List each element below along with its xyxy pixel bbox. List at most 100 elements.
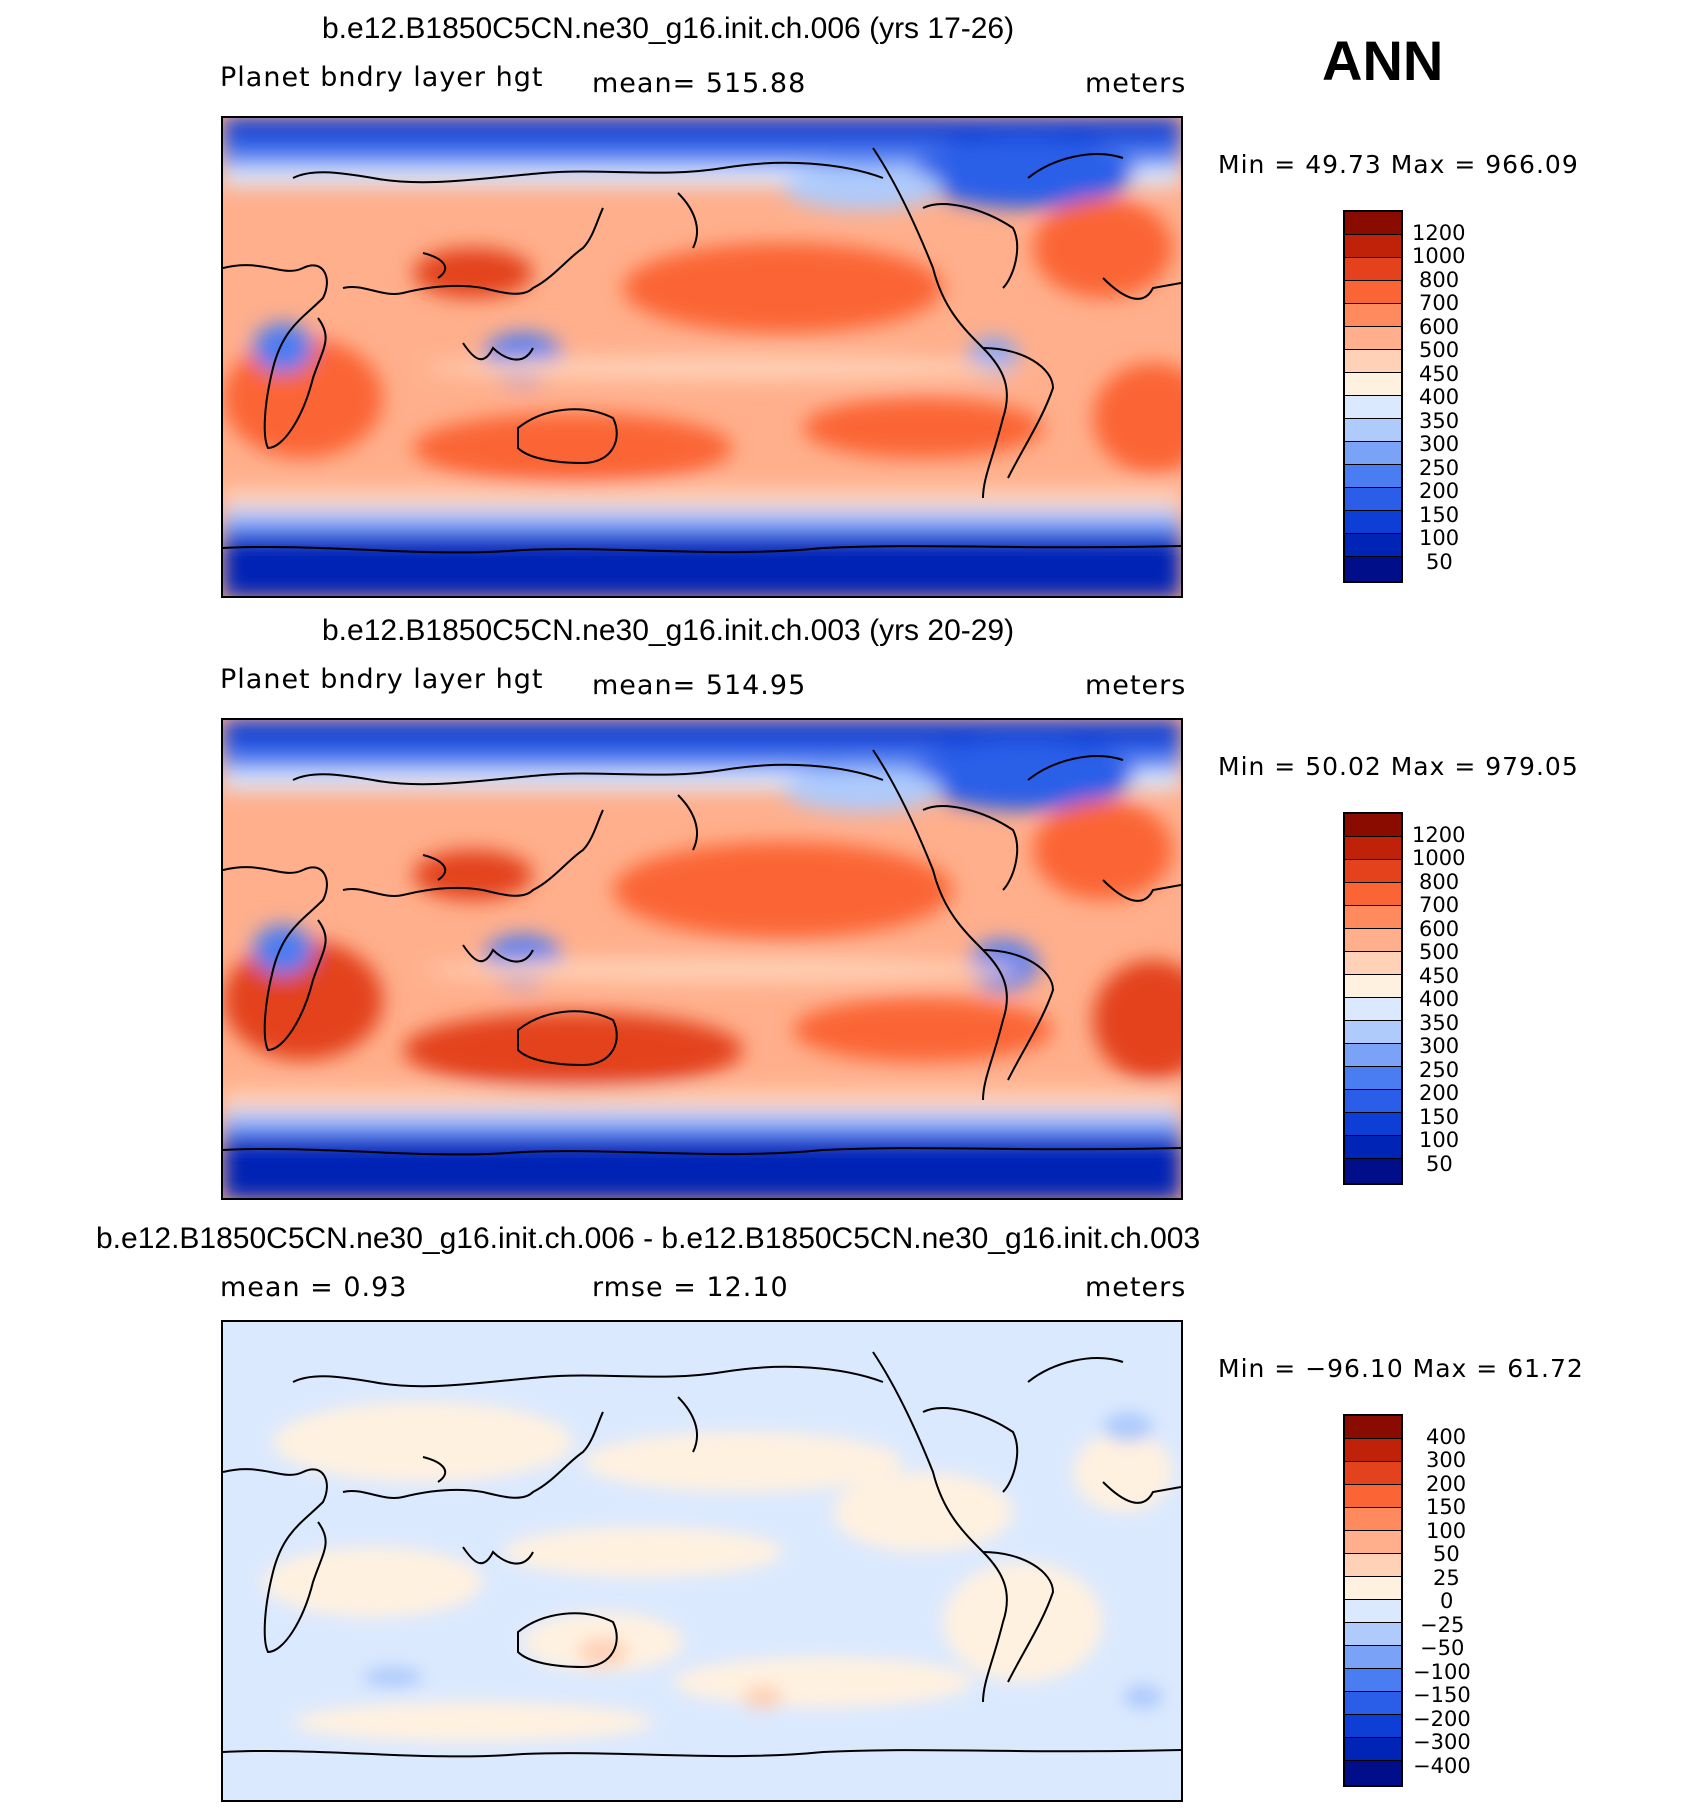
colorbar-3-label: 200 bbox=[1426, 1472, 1467, 1496]
panel-3-rmse: rmse = 12.10 bbox=[592, 1272, 789, 1303]
colorbar-3-box bbox=[1345, 1485, 1401, 1508]
colorbar-2-box bbox=[1345, 837, 1401, 860]
colorbar-2-box bbox=[1345, 883, 1401, 906]
colorbar-3-label: 400 bbox=[1426, 1425, 1467, 1449]
panel-1-mean: mean= 515.88 bbox=[592, 68, 807, 99]
colorbar-3-label: 300 bbox=[1426, 1448, 1467, 1472]
colorbar-1-box bbox=[1345, 419, 1401, 442]
colorbar-1-box bbox=[1345, 281, 1401, 304]
colorbar-3-box bbox=[1345, 1600, 1401, 1623]
panel-1-units: meters bbox=[1085, 68, 1187, 99]
colorbar-3-box bbox=[1345, 1761, 1401, 1785]
colorbar-3-label: 0 bbox=[1440, 1589, 1454, 1613]
panel-3-minmax: Min = −96.10 Max = 61.72 bbox=[1218, 1354, 1584, 1383]
colorbar-1-box bbox=[1345, 511, 1401, 534]
colorbar-1-label: 400 bbox=[1419, 385, 1460, 409]
colorbar-2-label: 100 bbox=[1419, 1128, 1460, 1152]
panel-1-minmax: Min = 49.73 Max = 966.09 bbox=[1218, 150, 1579, 179]
panel-2-variable: Planet bndry layer hgt bbox=[220, 664, 544, 695]
panel-3-units: meters bbox=[1085, 1272, 1187, 1303]
colorbar-2-box bbox=[1345, 860, 1401, 883]
season-label: ANN bbox=[1322, 29, 1444, 92]
colorbar-1-label: 500 bbox=[1419, 338, 1460, 362]
colorbar-1-label: 100 bbox=[1419, 526, 1460, 550]
colorbar-3-label: −400 bbox=[1413, 1754, 1471, 1778]
colorbar-2-box bbox=[1345, 906, 1401, 929]
colorbar-3-box bbox=[1345, 1692, 1401, 1715]
colorbar-2-box bbox=[1345, 1136, 1401, 1159]
colorbar-1-label: 200 bbox=[1419, 479, 1460, 503]
colorbar-1-label: 450 bbox=[1419, 362, 1460, 386]
panel-2-title: b.e12.B1850C5CN.ne30_g16.init.ch.003 (yr… bbox=[322, 614, 1015, 647]
colorbar-2-box bbox=[1345, 1090, 1401, 1113]
colorbar-1-label: 600 bbox=[1419, 315, 1460, 339]
colorbar-2-box bbox=[1345, 814, 1401, 837]
colorbar-3-box bbox=[1345, 1439, 1401, 1462]
colorbar-1-box bbox=[1345, 350, 1401, 373]
colorbar-2-box bbox=[1345, 975, 1401, 998]
colorbar-1-box bbox=[1345, 534, 1401, 557]
colorbar-2-box bbox=[1345, 998, 1401, 1021]
colorbar-1-label: 350 bbox=[1419, 409, 1460, 433]
colorbar-1-box bbox=[1345, 557, 1401, 581]
colorbar-3-label: 25 bbox=[1433, 1566, 1460, 1590]
colorbar-3-label: 150 bbox=[1426, 1495, 1467, 1519]
panel-2-mean: mean= 514.95 bbox=[592, 670, 807, 701]
colorbar-2-label: 150 bbox=[1419, 1105, 1460, 1129]
colorbar-3-label: −100 bbox=[1413, 1660, 1471, 1684]
colorbar-3-label: 100 bbox=[1426, 1519, 1467, 1543]
colorbar-1-box bbox=[1345, 465, 1401, 488]
panel-1-map bbox=[221, 116, 1183, 598]
colorbar-2-label: 1200 bbox=[1412, 823, 1466, 847]
colorbar-3-label: −25 bbox=[1420, 1613, 1465, 1637]
colorbar-2-box bbox=[1345, 929, 1401, 952]
colorbar-2-label: 700 bbox=[1419, 893, 1460, 917]
colorbar-2-box bbox=[1345, 1113, 1401, 1136]
colorbar-2-box bbox=[1345, 1044, 1401, 1067]
panel-3-mean: mean = 0.93 bbox=[220, 1272, 408, 1303]
colorbar-1-label: 700 bbox=[1419, 291, 1460, 315]
colorbar-1-box bbox=[1345, 327, 1401, 350]
panel-3-title: b.e12.B1850C5CN.ne30_g16.init.ch.006 - b… bbox=[96, 1222, 1201, 1255]
colorbar-2-label: 800 bbox=[1419, 870, 1460, 894]
colorbar-2-label: 350 bbox=[1419, 1011, 1460, 1035]
colorbar-2-box bbox=[1345, 1159, 1401, 1183]
panel-2-units: meters bbox=[1085, 670, 1187, 701]
colorbar-2-label: 450 bbox=[1419, 964, 1460, 988]
colorbar-1-box bbox=[1345, 304, 1401, 327]
colorbar-2-box bbox=[1345, 1021, 1401, 1044]
colorbar-3-label: −150 bbox=[1413, 1683, 1471, 1707]
colorbar-2-label: 1000 bbox=[1412, 846, 1466, 870]
colorbar-1-box bbox=[1345, 212, 1401, 235]
colorbar-1-label: 300 bbox=[1419, 432, 1460, 456]
colorbar-1-label: 250 bbox=[1419, 456, 1460, 480]
panel-2-map bbox=[221, 718, 1183, 1200]
colorbar-1-box bbox=[1345, 258, 1401, 281]
colorbar-3-label: −300 bbox=[1413, 1730, 1471, 1754]
colorbar-3-box bbox=[1345, 1416, 1401, 1439]
colorbar-3-label: −200 bbox=[1413, 1707, 1471, 1731]
colorbar-3-box bbox=[1345, 1554, 1401, 1577]
colorbar-3-box bbox=[1345, 1715, 1401, 1738]
colorbar-3-box bbox=[1345, 1531, 1401, 1554]
colorbar-2-label: 250 bbox=[1419, 1058, 1460, 1082]
colorbar-2-label: 500 bbox=[1419, 940, 1460, 964]
colorbar-2-box bbox=[1345, 1067, 1401, 1090]
colorbar-3-box bbox=[1345, 1508, 1401, 1531]
colorbar-3-box bbox=[1345, 1669, 1401, 1692]
colorbar-1-label: 1000 bbox=[1412, 244, 1466, 268]
colorbar-2-label: 400 bbox=[1419, 987, 1460, 1011]
colorbar-1-box bbox=[1345, 488, 1401, 511]
colorbar-1-box bbox=[1345, 235, 1401, 258]
colorbar-3-box bbox=[1345, 1623, 1401, 1646]
colorbar-3-box bbox=[1345, 1738, 1401, 1761]
colorbar-1-label: 50 bbox=[1426, 550, 1453, 574]
colorbar-1-label: 1200 bbox=[1412, 221, 1466, 245]
colorbar-1-label: 800 bbox=[1419, 268, 1460, 292]
colorbar-1-box bbox=[1345, 373, 1401, 396]
colorbar-3-label: −50 bbox=[1420, 1636, 1465, 1660]
panel-2-minmax: Min = 50.02 Max = 979.05 bbox=[1218, 752, 1579, 781]
panel-1-title: b.e12.B1850C5CN.ne30_g16.init.ch.006 (yr… bbox=[322, 12, 1015, 45]
colorbar-2-label: 50 bbox=[1426, 1152, 1453, 1176]
colorbar-2-label: 600 bbox=[1419, 917, 1460, 941]
